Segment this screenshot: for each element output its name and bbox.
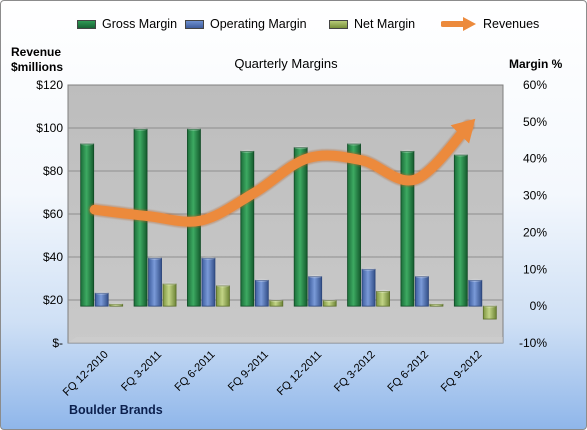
- operating-margin-bar: [148, 257, 162, 307]
- operating-margin-bar: [415, 276, 429, 307]
- gross-margin-bar-cap: [240, 149, 254, 153]
- gross-margin-bar: [240, 150, 255, 307]
- y-left-tick-label: $20: [43, 293, 63, 307]
- operating-margin-bar: [468, 279, 483, 307]
- net-margin-bar: [322, 300, 337, 307]
- operating-margin-bar-cap: [148, 256, 162, 260]
- gross-margin-bar: [347, 143, 361, 307]
- legend-operating-margin: Operating Margin: [185, 17, 307, 31]
- legend-operating-label: Operating Margin: [210, 17, 307, 31]
- legend-gross-margin: Gross Margin: [77, 17, 177, 31]
- gross-margin-bar-cap: [80, 142, 94, 146]
- operating-margin-bar: [254, 279, 269, 307]
- net-margin-bar-cap: [483, 304, 497, 308]
- gross-margin-bar: [453, 154, 468, 307]
- gross-margin-bar: [293, 147, 308, 307]
- chart-title: Quarterly Margins: [234, 56, 338, 71]
- gross-margin-bar: [400, 150, 415, 307]
- operating-margin-bar-cap: [415, 275, 429, 279]
- net-margin-bar-cap: [323, 299, 337, 303]
- net-margin-bar: [109, 303, 124, 307]
- legend-revenues-swatch: [441, 17, 476, 31]
- gross-margin-bar-cap: [134, 127, 148, 131]
- y-left-tick-label: $100: [36, 121, 63, 135]
- y-right-tick-label: 50%: [523, 115, 547, 129]
- y-right-tick-label: 30%: [523, 189, 547, 203]
- y-left-title-line-2: $millions: [11, 60, 64, 74]
- x-tick-label: FQ 3-2011: [119, 349, 164, 394]
- gross-margin-bar: [80, 143, 95, 307]
- x-tick-label: FQ 6-2012: [385, 349, 431, 395]
- legend-revenues-label: Revenues: [483, 17, 540, 31]
- legend-net-label: Net Margin: [354, 17, 416, 31]
- y-left-title-line-1: Revenue: [11, 45, 62, 59]
- x-tick-label: FQ 12-2010: [61, 349, 111, 399]
- net-margin-bar-cap: [216, 284, 230, 288]
- revenue-line: [89, 120, 474, 227]
- y-left-tick-label: $80: [43, 164, 63, 178]
- y-right-tick-label: -10%: [519, 336, 547, 350]
- y-right-tick-label: 20%: [523, 225, 547, 239]
- net-margin-bar: [482, 305, 497, 320]
- net-margin-bar-cap: [429, 302, 443, 306]
- legend-operating-swatch: [185, 19, 204, 29]
- net-margin-bar-cap: [269, 299, 283, 303]
- operating-margin-bar-cap: [308, 275, 322, 279]
- y-left-axis-title: Revenue $millions: [11, 45, 63, 75]
- y-left-tick-label: $120: [36, 78, 63, 92]
- operating-margin-bar-cap: [255, 278, 269, 282]
- x-tick-label: FQ 12-2011: [275, 349, 324, 398]
- y-left-tick-label: $60: [43, 207, 63, 221]
- net-margin-bar: [376, 290, 390, 307]
- net-margin-bar: [162, 283, 177, 307]
- operating-margin-bar-cap: [95, 291, 109, 295]
- legend-revenues: Revenues: [441, 17, 539, 31]
- legend: Gross Margin Operating Margin Net Margin…: [1, 17, 586, 37]
- legend-net-swatch: [329, 19, 348, 29]
- operating-margin-bar: [308, 276, 323, 307]
- gross-margin-bar-cap: [347, 142, 361, 146]
- x-tick-label: FQ 9-2011: [226, 349, 271, 394]
- y-right-tick-label: 60%: [523, 78, 547, 92]
- net-margin-bar-cap: [109, 302, 123, 306]
- net-margin-bar-cap: [376, 289, 390, 293]
- net-margin-bar: [269, 300, 284, 307]
- company-name: Boulder Brands: [69, 403, 163, 417]
- y-left-tick-label: $40: [43, 250, 63, 264]
- plot-floor: [68, 337, 503, 343]
- revenue-arrowhead: [450, 118, 476, 144]
- legend-net-margin: Net Margin: [329, 17, 415, 31]
- gross-margin-bar-cap: [400, 149, 414, 153]
- operating-margin-bar-cap: [468, 278, 482, 282]
- y-right-tick-label: 10%: [523, 262, 547, 276]
- x-tick-label: FQ 3-2012: [332, 349, 378, 395]
- net-margin-bar: [216, 285, 230, 307]
- operating-margin-bar-cap: [201, 256, 215, 260]
- operating-margin-bar: [361, 268, 376, 307]
- x-tick-label: FQ 6-2011: [172, 349, 217, 394]
- gross-margin-bar-cap: [454, 153, 468, 157]
- operating-margin-bar: [201, 257, 216, 307]
- legend-gross-swatch: [77, 19, 96, 29]
- legend-gross-label: Gross Margin: [102, 17, 178, 31]
- y-right-tick-label: 40%: [523, 152, 547, 166]
- y-right-tick-label: 0%: [530, 299, 548, 313]
- gross-margin-bar-cap: [294, 146, 308, 150]
- operating-margin-bar-cap: [362, 267, 376, 271]
- net-margin-bar-cap: [163, 282, 177, 286]
- x-tick-label: FQ 9-2012: [439, 349, 485, 395]
- gross-margin-bar-cap: [187, 127, 201, 131]
- operating-margin-bar: [94, 292, 109, 307]
- y-left-tick-label: $-: [52, 336, 63, 350]
- y-right-axis-title: Margin %: [509, 57, 563, 71]
- net-margin-bar: [429, 303, 444, 307]
